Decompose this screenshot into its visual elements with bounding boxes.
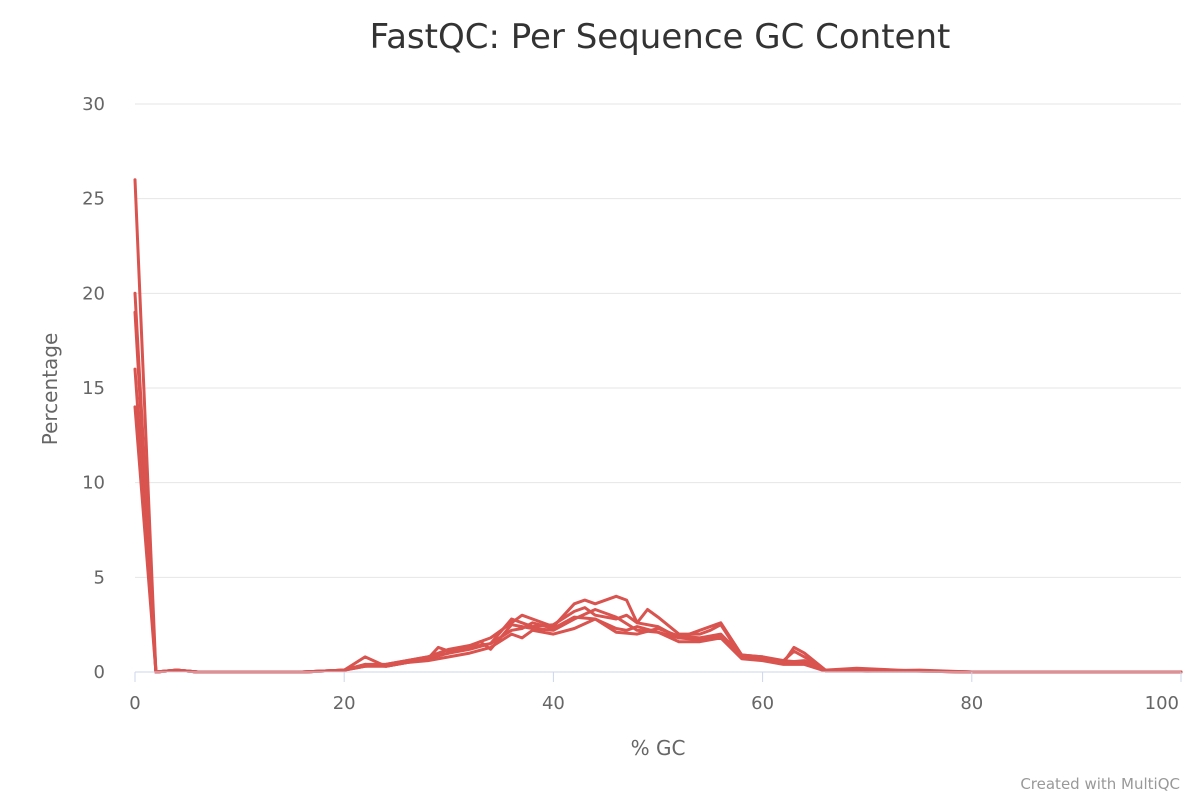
axes: 0 5 10 15 20 25 30 0 20 40 60 80 100	[82, 94, 1182, 714]
y-tick-label: 15	[82, 378, 105, 399]
y-axis-title: Percentage	[38, 333, 62, 446]
x-tick-label: 60	[751, 693, 774, 714]
y-tick-label: 10	[82, 473, 105, 494]
chart-title: FastQC: Per Sequence GC Content	[370, 17, 951, 57]
x-tick-label: 20	[333, 693, 356, 714]
credits-text[interactable]: Created with MultiQC	[1020, 775, 1180, 793]
x-tick-label: 80	[960, 693, 983, 714]
y-tick-label: 5	[94, 567, 105, 588]
x-tick-label: 40	[542, 693, 565, 714]
y-tick-label: 0	[94, 662, 105, 683]
x-axis-title: % GC	[631, 736, 686, 760]
y-tick-label: 20	[82, 283, 105, 304]
x-tick-label: 0	[129, 693, 140, 714]
grid-lines	[135, 103, 1181, 578]
y-tick-label: 30	[82, 94, 105, 115]
series-line-5[interactable]	[133, 291, 1183, 674]
series-lines	[133, 178, 1183, 674]
y-tick-label: 25	[82, 189, 105, 210]
x-tick-label: 100	[1145, 693, 1179, 714]
